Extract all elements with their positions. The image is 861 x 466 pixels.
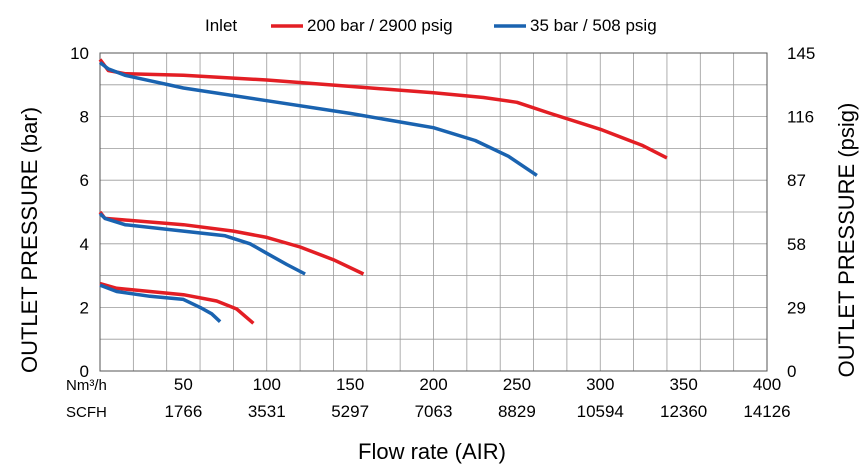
x-tick-label-scfh: 12360 — [660, 402, 707, 421]
legend-title: Inlet — [205, 16, 237, 35]
x-tick-label: 400 — [753, 375, 781, 394]
x-tick-label-scfh: 7063 — [415, 402, 453, 421]
series-line-200bar-curve-3 — [99, 281, 255, 325]
grid-layer — [99, 52, 768, 372]
x-unit-secondary: SCFH — [66, 404, 107, 421]
y-tick-label-left: 8 — [80, 108, 89, 127]
x-tick-label-scfh: 3531 — [248, 402, 286, 421]
x-unit-primary: Nm³/h — [66, 377, 107, 394]
y-tick-label-left: 6 — [80, 171, 89, 190]
series-line-200bar-curve-2 — [98, 210, 365, 276]
y-tick-label-left: 4 — [80, 235, 89, 254]
x-tick-label: 50 — [174, 375, 193, 394]
y-tick-label-right: 116 — [787, 108, 814, 127]
series-line-35bar-curve-2 — [98, 212, 306, 276]
x-tick-label-scfh: 8829 — [498, 402, 536, 421]
series-line-35bar-curve-1 — [98, 61, 538, 177]
y-axis-title-right: OUTLET PRESSURE (psig) — [834, 103, 859, 378]
y-tick-label-left: 2 — [80, 298, 89, 317]
x-tick-label: 350 — [669, 375, 697, 394]
x-tick-label: 200 — [419, 375, 447, 394]
x-tick-label: 100 — [253, 375, 281, 394]
y-axis-title-left: OUTLET PRESSURE (bar) — [17, 107, 42, 373]
y-tick-label-left: 10 — [70, 44, 89, 63]
y-tick-label-right: 87 — [787, 171, 806, 190]
axis-layer: 0246810029588711614550176610035311505297… — [70, 44, 815, 421]
x-tick-label-scfh: 10594 — [577, 402, 624, 421]
x-tick-label-scfh: 14126 — [743, 402, 790, 421]
y-tick-label-right: 29 — [787, 298, 806, 317]
curve-layer — [98, 58, 668, 325]
legend-label-35bar: 35 bar / 508 psig — [530, 16, 657, 35]
x-tick-label-scfh: 5297 — [331, 402, 369, 421]
y-tick-label-right: 58 — [787, 235, 806, 254]
y-tick-label-left: 0 — [80, 362, 89, 381]
legend: Inlet 200 bar / 2900 psig 35 bar / 508 p… — [205, 16, 657, 35]
y-tick-label-right: 0 — [787, 362, 796, 381]
series-line-35bar-curve-3 — [99, 283, 222, 323]
x-tick-label-scfh: 1766 — [164, 402, 202, 421]
legend-label-200bar: 200 bar / 2900 psig — [307, 16, 453, 35]
x-tick-label: 250 — [503, 375, 531, 394]
y-tick-label-right: 145 — [787, 44, 815, 63]
x-tick-label: 150 — [336, 375, 364, 394]
x-axis-title: Flow rate (AIR) — [358, 439, 506, 464]
series-line-200bar-curve-1 — [98, 58, 668, 160]
x-tick-label: 300 — [586, 375, 614, 394]
